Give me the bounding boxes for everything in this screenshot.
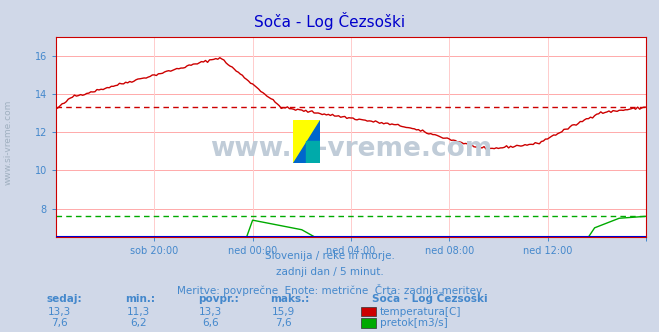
Text: 7,6: 7,6 <box>275 318 292 328</box>
Text: 6,2: 6,2 <box>130 318 147 328</box>
Text: www.si-vreme.com: www.si-vreme.com <box>3 100 13 186</box>
Text: zadnji dan / 5 minut.: zadnji dan / 5 minut. <box>275 267 384 277</box>
Text: sedaj:: sedaj: <box>46 294 82 304</box>
Polygon shape <box>293 120 320 163</box>
Text: 7,6: 7,6 <box>51 318 68 328</box>
Text: temperatura[C]: temperatura[C] <box>380 307 461 317</box>
Text: min.:: min.: <box>125 294 156 304</box>
Text: 11,3: 11,3 <box>127 307 150 317</box>
Text: Soča - Log Čezsoški: Soča - Log Čezsoški <box>372 292 488 304</box>
Text: Meritve: povprečne  Enote: metrične  Črta: zadnja meritev: Meritve: povprečne Enote: metrične Črta:… <box>177 284 482 296</box>
Text: 13,3: 13,3 <box>199 307 223 317</box>
Text: povpr.:: povpr.: <box>198 294 239 304</box>
Text: Slovenija / reke in morje.: Slovenija / reke in morje. <box>264 251 395 261</box>
Polygon shape <box>306 141 320 163</box>
Text: 6,6: 6,6 <box>202 318 219 328</box>
Text: pretok[m3/s]: pretok[m3/s] <box>380 318 447 328</box>
Text: 15,9: 15,9 <box>272 307 295 317</box>
Text: Soča - Log Čezsoški: Soča - Log Čezsoški <box>254 12 405 30</box>
Text: www.si-vreme.com: www.si-vreme.com <box>210 136 492 162</box>
Text: 13,3: 13,3 <box>47 307 71 317</box>
Text: maks.:: maks.: <box>270 294 310 304</box>
Polygon shape <box>293 120 320 163</box>
